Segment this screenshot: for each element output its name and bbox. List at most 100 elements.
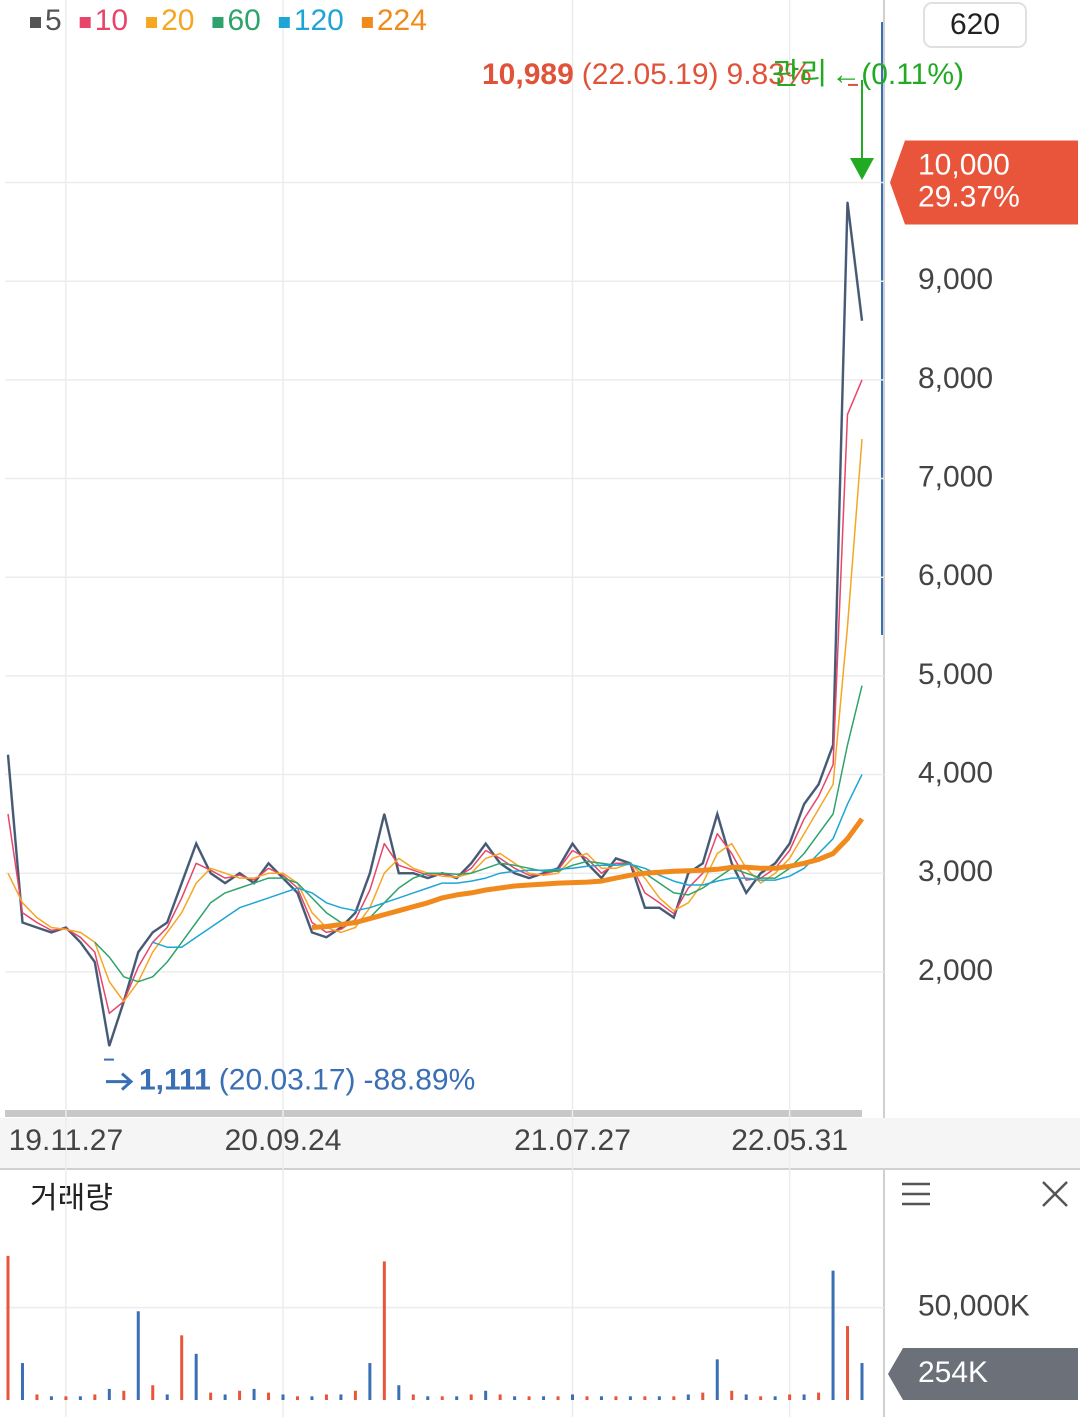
volume-bar (353, 1390, 357, 1400)
high-date: (22.05.19) (582, 58, 719, 91)
y-tick-label: 3,000 (918, 855, 993, 888)
volume-bar (324, 1394, 328, 1400)
volume-bar (469, 1394, 473, 1400)
x-tick-label: 19.11.27 (9, 1124, 124, 1157)
volume-bar (657, 1396, 661, 1400)
ma-line (152, 774, 863, 948)
legend-label: 60 (227, 4, 260, 37)
volume-bar (397, 1385, 401, 1400)
legend-swatch (146, 17, 158, 28)
volume-bar (252, 1388, 256, 1400)
y-tick-label: 6,000 (918, 559, 993, 592)
volume-bar (49, 1396, 53, 1400)
volume-bar (730, 1390, 734, 1400)
volume-bar (281, 1394, 285, 1400)
volume-bar (122, 1390, 126, 1400)
volume-bar (498, 1394, 502, 1400)
volume-bar (599, 1396, 603, 1400)
ma-line (311, 817, 865, 930)
legend-label: 20 (161, 4, 194, 37)
volume-bar (180, 1335, 184, 1400)
volume-tag (888, 1348, 1078, 1400)
volume-bar (484, 1390, 488, 1400)
legend-swatch (361, 17, 373, 28)
volume-tag-label: 254K (918, 1356, 988, 1389)
legend-swatch (79, 17, 91, 28)
volume-bar (151, 1385, 155, 1400)
volume-bar (773, 1396, 777, 1400)
volume-bar (64, 1396, 68, 1400)
volume-bar (744, 1394, 748, 1400)
volume-bar (223, 1394, 227, 1400)
volume-bar (368, 1363, 372, 1400)
low-value: 1,111 (139, 1064, 211, 1097)
corner-box[interactable] (923, 2, 1027, 48)
volume-bar (788, 1394, 792, 1400)
volume-bar (860, 1363, 864, 1400)
volume-bar (802, 1394, 806, 1400)
volume-bar (643, 1396, 647, 1400)
corner-box-text: 620 (950, 8, 1000, 41)
legend-label: 10 (95, 4, 128, 37)
volume-bar (93, 1394, 97, 1400)
volume-bar (715, 1359, 719, 1400)
ma-line (7, 439, 863, 1003)
scrollbar[interactable] (5, 1110, 862, 1117)
volume-bar (295, 1396, 299, 1400)
volume-bar (310, 1396, 314, 1400)
y-tick-label: 2,000 (918, 954, 993, 987)
legend-label: 224 (377, 4, 427, 37)
low-arrow (106, 1072, 134, 1091)
volume-bar (238, 1390, 242, 1400)
volume-bar (831, 1270, 835, 1400)
close-icon[interactable] (1042, 1181, 1068, 1207)
volume-bar (194, 1353, 198, 1400)
alert-label: 관리 (772, 58, 827, 91)
volume-bar (556, 1396, 560, 1400)
price-tag (890, 140, 1078, 225)
y-tick-label: 7,000 (918, 460, 993, 493)
legend-swatch (212, 17, 224, 28)
volume-bar (628, 1396, 632, 1400)
volume-bar (6, 1255, 10, 1400)
volume-bar (267, 1392, 271, 1400)
y-tick-label: 4,000 (918, 756, 993, 789)
menu-icon[interactable] (902, 1182, 930, 1206)
volume-bar (165, 1394, 169, 1400)
high-value: 10,989 (482, 58, 574, 91)
volume-bar (571, 1394, 575, 1400)
y-tick-label: 8,000 (918, 362, 993, 395)
volume-bar (209, 1392, 213, 1400)
alert-change: ←(0.11%) (831, 58, 964, 91)
alert-arrow (850, 80, 874, 180)
volume-bar (136, 1311, 140, 1400)
y-tick-label: 50,000K (918, 1290, 1030, 1323)
volume-bar (339, 1394, 343, 1400)
legend-swatch (278, 17, 290, 28)
volume-bar (817, 1392, 821, 1400)
price-tag-change: 29.37% (918, 180, 1020, 213)
volume-bar (846, 1326, 850, 1400)
x-tick-label: 21.07.27 (514, 1124, 631, 1157)
volume-bar (107, 1388, 111, 1400)
ma-line (7, 201, 863, 1047)
x-axis-band (0, 1118, 1080, 1168)
low-date: (20.03.17) (219, 1064, 356, 1097)
volume-bar (426, 1396, 430, 1400)
volume-bar (701, 1392, 705, 1400)
low-change: -88.89% (364, 1064, 476, 1097)
volume-bar (686, 1394, 690, 1400)
legend-swatch (30, 17, 41, 28)
volume-bar (542, 1396, 546, 1400)
price-tag-value: 10,000 (918, 148, 1010, 181)
legend-label: 120 (294, 4, 344, 37)
x-tick-label: 20.09.24 (225, 1124, 342, 1157)
high-change: 9.83% (727, 58, 812, 91)
volume-bar (78, 1396, 82, 1400)
volume-bar (759, 1396, 763, 1400)
volume-bar (35, 1394, 39, 1400)
volume-bar (20, 1363, 24, 1400)
volume-bar (672, 1396, 676, 1400)
